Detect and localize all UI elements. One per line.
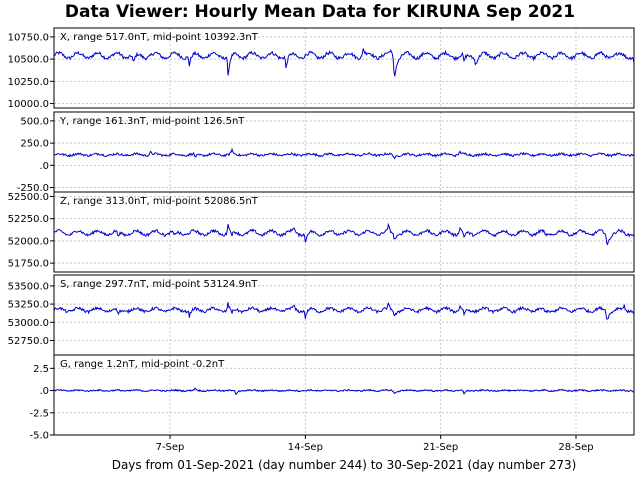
x-axis-label: Days from 01-Sep-2021 (day number 244) t… xyxy=(111,458,577,472)
panel-label: Y, range 161.3nT, mid-point 126.5nT xyxy=(59,116,245,127)
panel-label: G, range 1.2nT, mid-point -0.2nT xyxy=(60,359,225,370)
series-line xyxy=(53,48,635,77)
y-tick-label: -2.5 xyxy=(29,408,49,419)
y-tick-label: 53500.0 xyxy=(8,281,49,292)
y-tick-label: 10250.0 xyxy=(8,77,49,88)
x-tick-label: 7-Sep xyxy=(156,442,185,453)
y-tick-label: .0 xyxy=(39,386,49,397)
y-tick-label: 500.0 xyxy=(20,116,49,127)
y-tick-label: .0 xyxy=(39,161,49,172)
x-tick-label: 14-Sep xyxy=(288,442,323,453)
x-tick-label: 28-Sep xyxy=(558,442,593,453)
y-tick-label: 52500.0 xyxy=(8,192,49,203)
y-tick-label: 52000.0 xyxy=(8,236,49,247)
y-tick-label: 10500.0 xyxy=(8,55,49,66)
y-tick-label: 51750.0 xyxy=(8,259,49,270)
y-tick-label: 53000.0 xyxy=(8,318,49,329)
y-tick-label: 250.0 xyxy=(20,139,49,150)
series-line xyxy=(53,301,635,320)
chart-title: Data Viewer: Hourly Mean Data for KIRUNA… xyxy=(64,2,576,22)
series-line xyxy=(53,387,635,396)
panel-label: Z, range 313.0nT, mid-point 52086.5nT xyxy=(60,196,259,207)
y-tick-label: 10000.0 xyxy=(8,99,49,110)
panel-label: X, range 517.0nT, mid-point 10392.3nT xyxy=(60,32,259,43)
y-tick-label: 52750.0 xyxy=(8,336,49,347)
y-tick-label: -5.0 xyxy=(29,431,49,442)
panel-frame xyxy=(53,354,635,436)
y-tick-label: 2.5 xyxy=(33,364,49,375)
y-tick-label: -250.0 xyxy=(17,183,49,194)
y-tick-label: 52250.0 xyxy=(8,214,49,225)
y-tick-label: 53250.0 xyxy=(8,300,49,311)
x-tick-label: 21-Sep xyxy=(423,442,458,453)
series-line xyxy=(53,147,635,160)
y-tick-label: 10750.0 xyxy=(8,32,49,43)
panel-frame xyxy=(53,27,635,109)
panel-frame xyxy=(53,191,635,273)
panel-label: S, range 297.7nT, mid-point 53124.9nT xyxy=(60,279,258,290)
series-line xyxy=(53,222,635,246)
